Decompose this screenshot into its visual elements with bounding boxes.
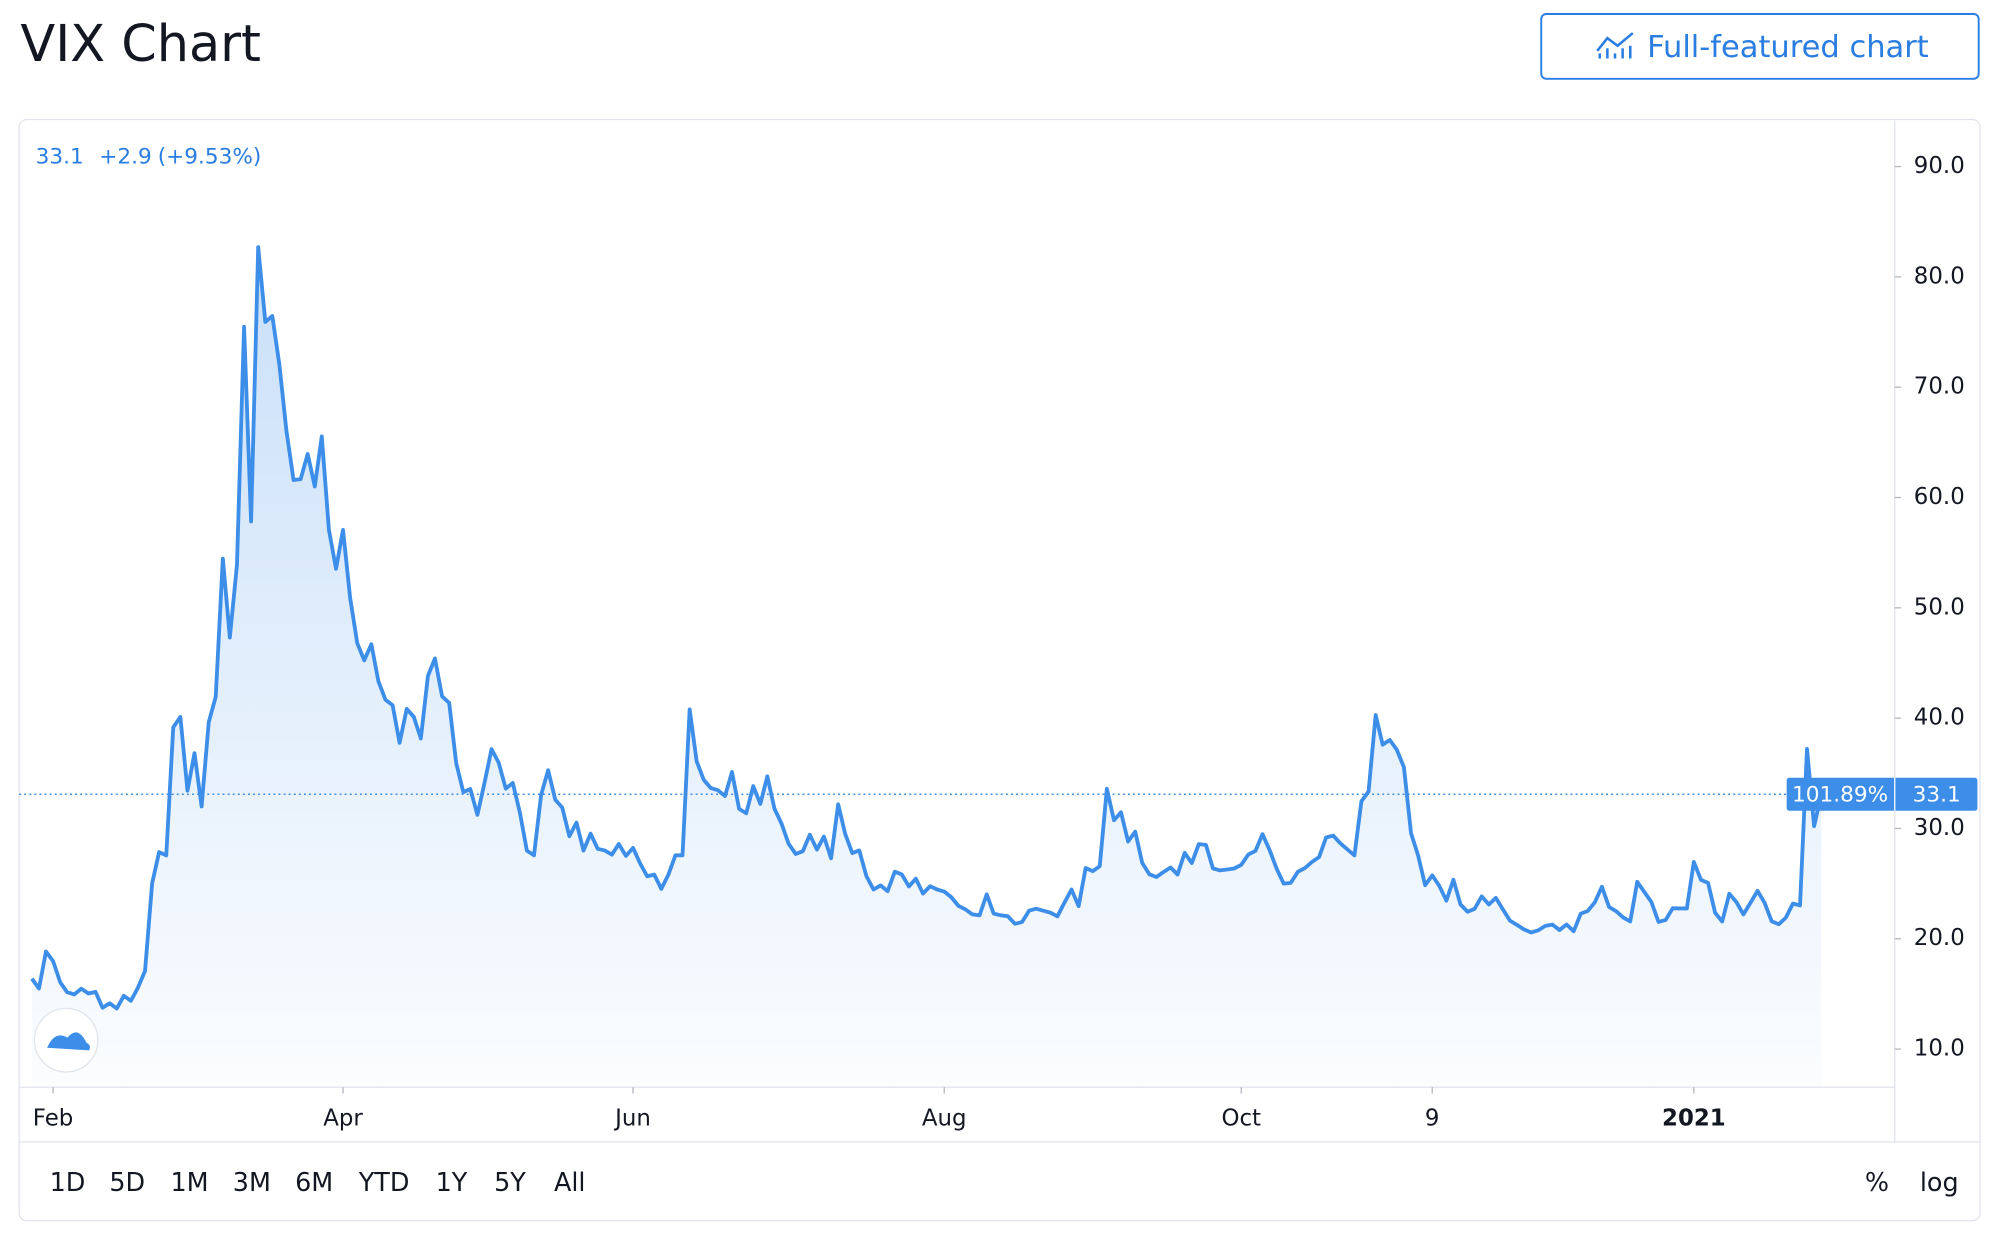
y-tick-label: 50.0 bbox=[1914, 594, 1965, 620]
x-tick-label: Feb bbox=[33, 1106, 74, 1132]
range-button[interactable]: 3M bbox=[233, 1167, 271, 1197]
range-button[interactable]: 6M bbox=[295, 1167, 333, 1197]
x-tick-label: Aug bbox=[922, 1106, 967, 1132]
legend-change-pct: (+9.53%) bbox=[158, 145, 262, 170]
change-label: 101.89% bbox=[1792, 783, 1888, 808]
y-tick-label: 70.0 bbox=[1914, 374, 1965, 400]
area bbox=[31, 247, 1822, 1088]
scale-button[interactable]: log bbox=[1920, 1167, 1959, 1197]
y-tick-label: 40.0 bbox=[1914, 705, 1965, 731]
legend-price: 33.1 bbox=[36, 145, 84, 170]
y-tick-label: 20.0 bbox=[1914, 925, 1965, 951]
x-tick-label: Oct bbox=[1221, 1106, 1261, 1132]
range-button[interactable]: 1Y bbox=[436, 1167, 468, 1197]
range-button[interactable]: All bbox=[554, 1167, 586, 1197]
logo-icon bbox=[47, 1032, 90, 1051]
plot bbox=[19, 165, 1902, 1094]
y-tick-label: 80.0 bbox=[1914, 263, 1965, 289]
x-tick-label: Apr bbox=[323, 1106, 363, 1132]
y-tick-label: 60.0 bbox=[1914, 484, 1965, 510]
x-tick-label: Jun bbox=[613, 1106, 651, 1132]
chart-icon bbox=[1596, 32, 1634, 59]
page-title: VIX Chart bbox=[20, 14, 261, 73]
range-button[interactable]: 1D bbox=[50, 1167, 86, 1197]
price-label-bg bbox=[1786, 777, 1978, 811]
line bbox=[30, 245, 1824, 1011]
y-tick-label: 10.0 bbox=[1914, 1036, 1965, 1062]
x-tick-label: 9 bbox=[1425, 1106, 1440, 1132]
full-chart-button[interactable] bbox=[1540, 13, 1980, 80]
y-tick-label: 30.0 bbox=[1914, 815, 1965, 841]
scale-button[interactable]: % bbox=[1865, 1167, 1889, 1197]
price-label: 33.1 bbox=[1913, 783, 1961, 808]
range-button[interactable]: 1M bbox=[170, 1167, 208, 1197]
y-tick-label: 90.0 bbox=[1914, 153, 1965, 179]
range-button[interactable]: 5D bbox=[109, 1167, 145, 1197]
legend-change: +2.9 bbox=[99, 145, 151, 170]
x-tick-label: 2021 bbox=[1662, 1106, 1726, 1132]
button-label[interactable]: Full-featured chart bbox=[1647, 30, 1929, 65]
range-button[interactable]: 5Y bbox=[494, 1167, 526, 1197]
range-button[interactable]: YTD bbox=[358, 1167, 410, 1197]
